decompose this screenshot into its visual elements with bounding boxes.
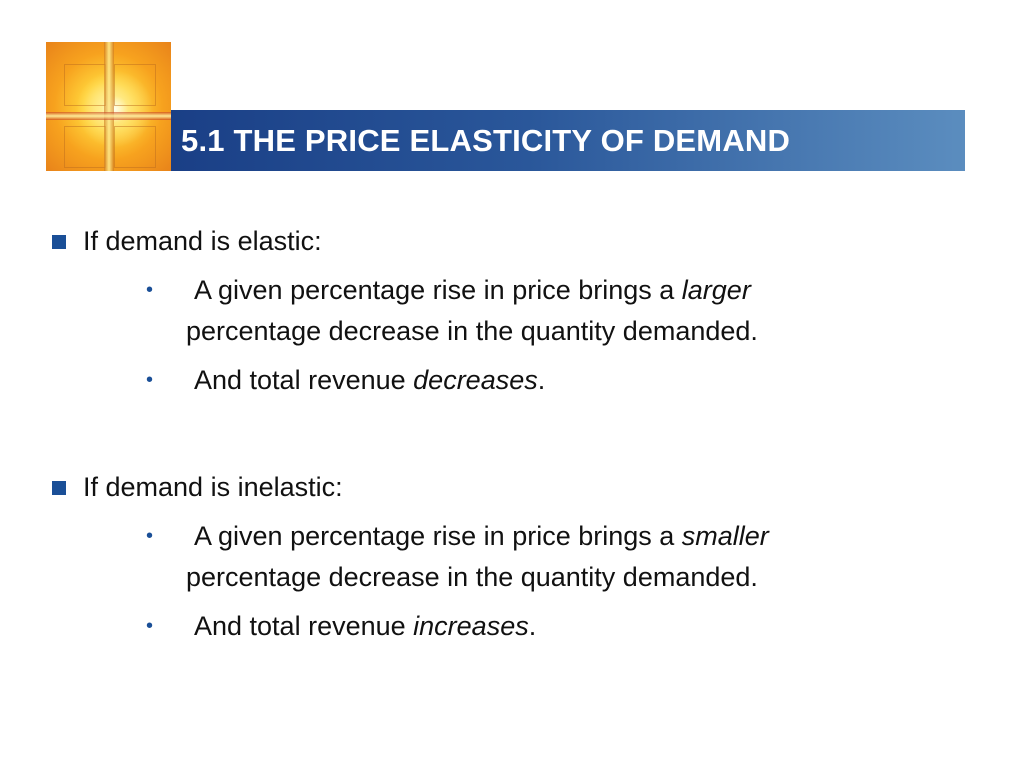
logo-window-pane <box>64 64 106 106</box>
point-inelastic-smaller: • A given percentage rise in price bring… <box>146 516 946 598</box>
point-emphasis: decreases <box>413 365 538 395</box>
point-line1: And total revenue increases. <box>186 606 946 647</box>
square-bullet-icon <box>52 481 66 495</box>
slide-title: 5.1 THE PRICE ELASTICITY OF DEMAND <box>181 122 791 158</box>
logo-window-pane <box>114 64 156 106</box>
point-line2: percentage decrease in the quantity dema… <box>186 316 758 346</box>
dot-bullet-icon: • <box>146 525 154 547</box>
point-emphasis: increases <box>413 611 529 641</box>
point-line2: percentage decrease in the quantity dema… <box>186 562 758 592</box>
dot-bullet-icon: • <box>146 279 154 301</box>
dot-bullet-icon: • <box>146 615 154 637</box>
point-line1: And total revenue decreases. <box>186 360 946 401</box>
point-emphasis: larger <box>681 275 751 305</box>
point-elastic-revenue: • And total revenue decreases. <box>146 360 946 401</box>
point-emphasis: smaller <box>681 521 769 551</box>
point-text: And total revenue <box>194 365 414 395</box>
logo-window-pane <box>114 126 156 168</box>
point-line1: A given percentage rise in price brings … <box>186 516 946 557</box>
title-bar: 5.1 THE PRICE ELASTICITY OF DEMAND <box>171 110 965 171</box>
point-inelastic-revenue: • And total revenue increases. <box>146 606 946 647</box>
dot-bullet-icon: • <box>146 369 154 391</box>
square-bullet-icon <box>52 235 66 249</box>
section-heading-inelastic: If demand is inelastic: <box>52 470 343 504</box>
point-text: . <box>528 611 537 641</box>
point-text: . <box>537 365 546 395</box>
point-elastic-larger: • A given percentage rise in price bring… <box>146 270 946 352</box>
logo-cross-vertical <box>104 42 114 171</box>
section-heading-text: If demand is inelastic: <box>83 472 343 502</box>
point-text: And total revenue <box>194 611 414 641</box>
section-heading-elastic: If demand is elastic: <box>52 224 322 258</box>
logo-cross-horizontal <box>46 112 171 120</box>
section-heading-text: If demand is elastic: <box>83 226 322 256</box>
cross-light-logo <box>46 42 171 171</box>
point-line1: A given percentage rise in price brings … <box>186 270 946 311</box>
point-text: A given percentage rise in price brings … <box>194 521 682 551</box>
point-text: A given percentage rise in price brings … <box>194 275 682 305</box>
logo-window-pane <box>64 126 106 168</box>
